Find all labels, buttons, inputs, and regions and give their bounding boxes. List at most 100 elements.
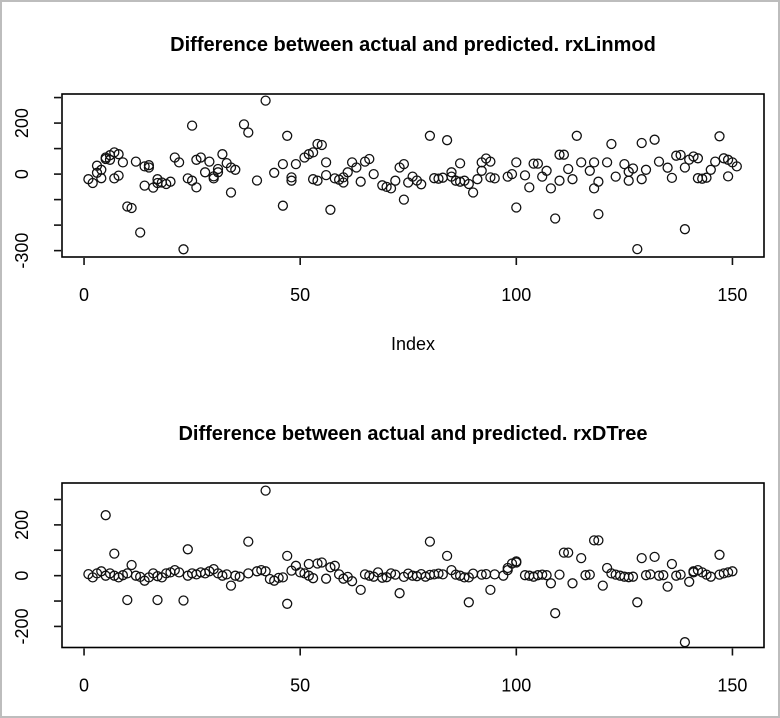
data-point — [96, 164, 107, 175]
plot2-points — [83, 485, 738, 648]
data-point — [182, 544, 193, 555]
plot-rxlinmod: Difference between actual and predicted.… — [12, 34, 765, 354]
data-point — [364, 153, 375, 165]
data-point — [230, 570, 241, 581]
data-point — [316, 557, 327, 568]
data-point — [476, 569, 487, 580]
data-point — [178, 595, 189, 606]
data-point — [104, 154, 116, 165]
data-point — [532, 158, 544, 169]
data-point — [511, 202, 522, 213]
data-point — [697, 173, 708, 184]
data-point — [161, 568, 172, 579]
data-point — [722, 567, 734, 578]
data-point — [593, 208, 604, 220]
data-point — [576, 552, 587, 564]
data-point — [722, 171, 734, 182]
data-point — [601, 157, 613, 168]
y-tick-label: -300 — [12, 233, 32, 269]
data-point — [186, 120, 198, 131]
data-point — [364, 570, 375, 581]
data-point — [199, 167, 211, 178]
data-point — [307, 147, 319, 158]
data-point — [666, 558, 678, 570]
data-point — [558, 547, 570, 558]
data-point — [238, 119, 250, 130]
data-point — [312, 138, 323, 150]
data-point — [463, 178, 474, 190]
data-point — [113, 149, 124, 160]
data-point — [282, 550, 293, 562]
data-point — [109, 548, 120, 559]
data-point — [640, 164, 652, 175]
data-point — [623, 572, 634, 583]
data-point — [666, 172, 678, 184]
data-point — [485, 584, 496, 596]
data-point — [649, 134, 660, 145]
data-point — [636, 174, 647, 185]
data-point — [640, 570, 652, 581]
data-point — [385, 568, 397, 579]
data-point — [325, 204, 336, 215]
data-point — [593, 535, 604, 546]
data-point — [256, 564, 267, 576]
data-point — [610, 171, 621, 182]
data-point — [377, 180, 388, 191]
plot2-axes: 0 50 100 150 200 0 -200 — [12, 498, 747, 696]
data-point — [606, 138, 617, 150]
data-point — [476, 165, 487, 176]
data-point — [580, 570, 591, 581]
data-point — [554, 569, 565, 580]
data-point — [563, 547, 574, 558]
data-point — [584, 165, 595, 176]
data-point — [346, 576, 358, 587]
data-point — [433, 173, 444, 184]
data-point — [234, 571, 245, 582]
data-point — [320, 169, 332, 181]
data-point — [545, 578, 557, 589]
data-point — [424, 130, 436, 141]
data-point — [714, 131, 725, 142]
data-point — [675, 149, 686, 161]
data-point — [636, 137, 647, 149]
data-point — [260, 566, 271, 577]
data-point — [312, 175, 323, 186]
data-point — [277, 572, 289, 583]
data-point — [485, 156, 496, 167]
data-point — [303, 558, 314, 570]
data-point — [204, 156, 215, 167]
data-point — [398, 158, 410, 170]
data-point — [217, 149, 228, 160]
data-point — [437, 569, 448, 580]
data-point — [143, 162, 155, 173]
data-point — [139, 180, 150, 191]
data-point — [173, 567, 185, 578]
data-point — [212, 167, 224, 178]
data-point — [117, 570, 129, 581]
x-tick-label: 50 — [290, 285, 310, 305]
data-point — [511, 557, 522, 568]
data-point — [251, 175, 263, 186]
data-point — [653, 156, 665, 167]
data-point — [390, 175, 401, 186]
data-point — [662, 581, 673, 592]
data-point — [710, 156, 721, 167]
x-tick-label: 0 — [79, 285, 89, 305]
data-point — [377, 572, 388, 583]
data-point — [675, 569, 686, 580]
data-point — [718, 153, 729, 164]
data-point — [519, 170, 531, 181]
data-point — [550, 213, 561, 224]
data-point — [441, 135, 453, 146]
data-point — [597, 580, 608, 591]
data-point — [165, 176, 176, 187]
data-point — [627, 163, 639, 174]
data-point — [217, 570, 228, 581]
data-point — [381, 181, 392, 193]
data-point — [472, 174, 483, 185]
data-point — [454, 158, 466, 169]
data-point — [524, 182, 535, 193]
data-point — [658, 570, 669, 581]
